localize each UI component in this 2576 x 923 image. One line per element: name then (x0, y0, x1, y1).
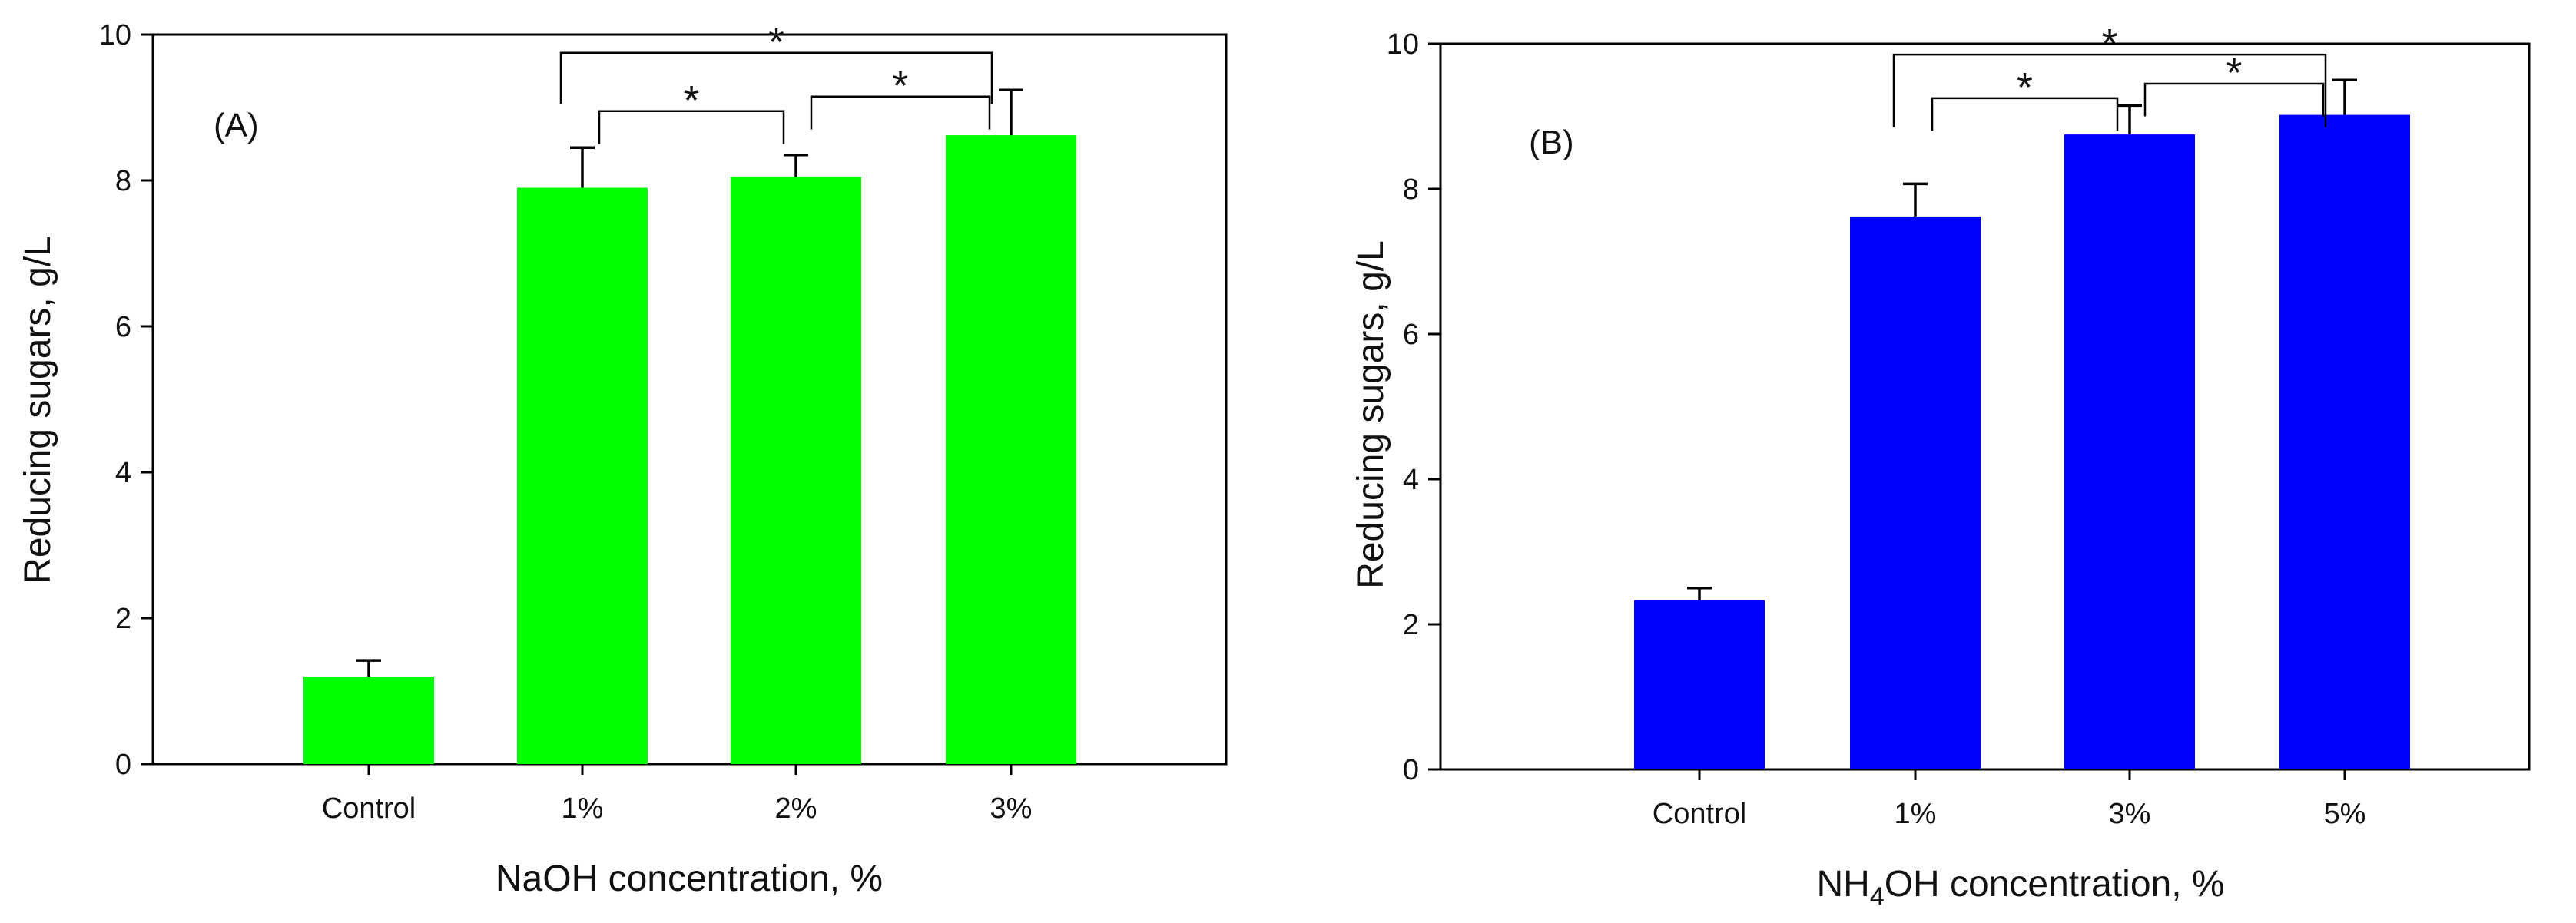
x-axis-title-b: NH4OH concentration, % (1816, 864, 2224, 911)
x-axis-title-b-pre: NH (1816, 864, 1869, 905)
x-axis-title-b-post: OH concentration, % (1885, 864, 2225, 905)
significance-star-a-0: * (768, 19, 784, 65)
y-tick-label-b-2: 4 (1403, 464, 1419, 496)
y-tick-label-a-5: 10 (99, 19, 131, 51)
x-axis-title-a: NaOH concentration, % (496, 858, 883, 899)
bar-b-1 (1850, 216, 1981, 769)
bar-b-2 (2064, 134, 2195, 769)
significance-star-b-2: * (2226, 50, 2242, 96)
significance-star-a-2: * (892, 63, 908, 109)
y-axis-title-a: Reducing sugars, g/L (18, 236, 58, 584)
y-tick-label-a-1: 2 (115, 603, 131, 635)
significance-bracket-b-1 (1931, 97, 2119, 131)
plot-frame-b (1439, 42, 2531, 771)
panel-label-a: (A) (214, 107, 259, 144)
y-tick-label-a-2: 4 (115, 457, 131, 489)
plot-frame-a (151, 33, 1228, 766)
x-tick-label-a-1: 1% (562, 792, 604, 825)
significance-bracket-a-0 (559, 51, 993, 104)
y-tick-label-b-4: 8 (1403, 174, 1419, 206)
significance-bracket-a-2 (810, 95, 991, 130)
y-tick-label-b-3: 6 (1403, 319, 1419, 351)
bar-a-2 (731, 177, 861, 764)
chart-panel-a: (A) Reducing sugars, g/L NaOH concentrat… (18, 19, 1228, 899)
x-tick-label-a-0: Control (322, 792, 416, 825)
significance-bracket-b-0 (1892, 53, 2327, 127)
y-tick-label-b-1: 2 (1403, 609, 1419, 641)
x-tick-label-b-1: 1% (1895, 798, 1937, 830)
significance-bracket-a-1 (598, 110, 785, 144)
bar-b-3 (2279, 114, 2410, 770)
y-tick-label-b-0: 0 (1403, 754, 1419, 786)
bar-b-0 (1634, 600, 1765, 769)
significance-star-b-0: * (2101, 21, 2117, 67)
y-tick-label-b-5: 10 (1387, 28, 1419, 61)
bar-a-3 (946, 135, 1076, 765)
y-tick-label-a-4: 8 (115, 165, 131, 197)
y-axis-title-b: Reducing sugars, g/L (1351, 240, 1391, 589)
x-tick-label-a-3: 3% (990, 792, 1033, 825)
x-tick-label-b-3: 5% (2324, 798, 2366, 830)
y-tick-label-a-3: 6 (115, 311, 131, 343)
x-tick-label-a-2: 2% (775, 792, 817, 825)
panel-label-b: (B) (1529, 124, 1574, 161)
significance-bracket-b-2 (2143, 82, 2325, 117)
chart-panel-b: (B) Reducing sugars, g/L NH4OH concentra… (1351, 21, 2531, 911)
bar-a-1 (517, 187, 648, 764)
bar-a-0 (303, 677, 434, 764)
x-tick-label-b-0: Control (1653, 798, 1747, 830)
x-tick-label-b-2: 3% (2109, 798, 2151, 830)
significance-star-a-1: * (683, 78, 699, 124)
significance-star-b-1: * (2017, 65, 2033, 111)
x-axis-title-b-sub: 4 (1870, 882, 1885, 911)
y-tick-label-a-0: 0 (115, 749, 131, 781)
